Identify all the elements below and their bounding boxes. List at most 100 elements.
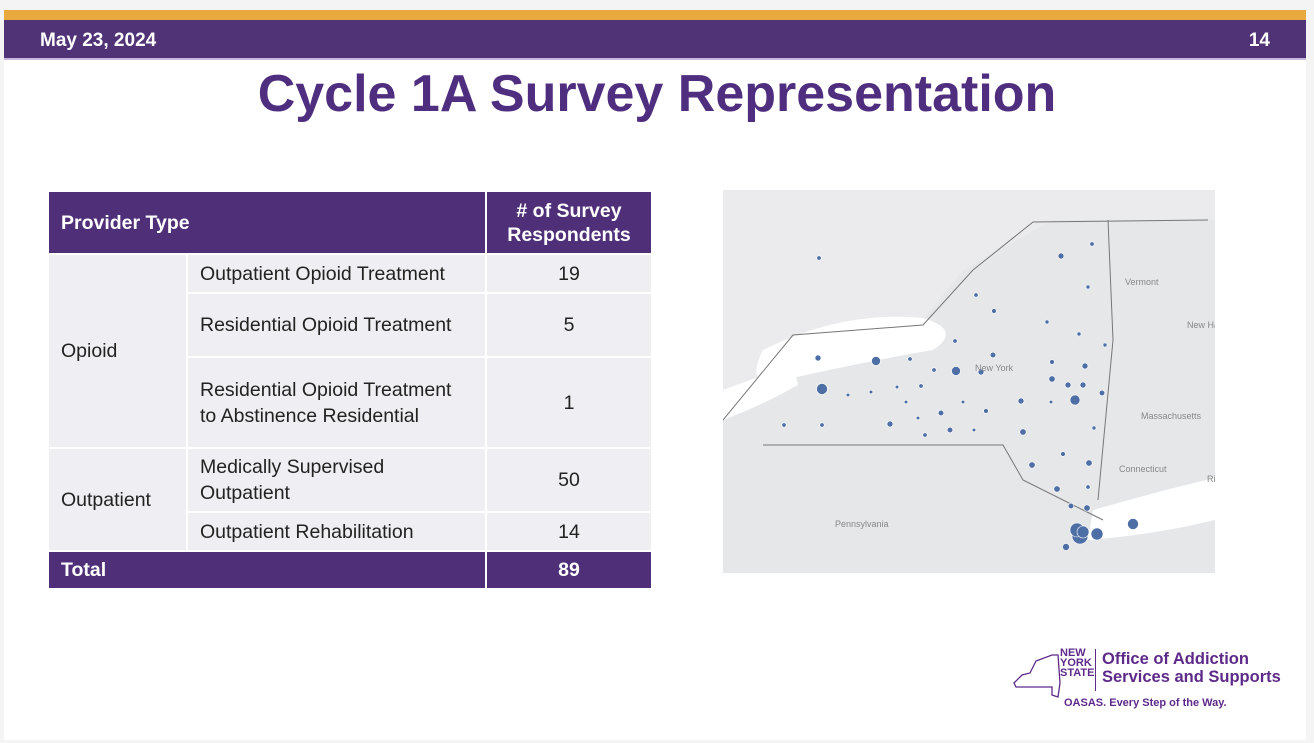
ny-state-outline-icon [1013, 654, 1061, 698]
respondent-dot [845, 392, 851, 398]
provider-type: Residential Opioid Treatment [188, 294, 485, 356]
respondent-dot [951, 366, 961, 376]
respondent-dot [894, 384, 900, 390]
header-provider-type: Provider Type [49, 192, 485, 253]
respondent-dot [922, 432, 928, 438]
total-row: Total 89 [49, 552, 651, 588]
respondents-table: Provider Type # of Survey Respondents Op… [47, 190, 653, 590]
respondent-dot [1048, 375, 1056, 383]
respondent-dot [871, 356, 881, 366]
respondent-dot [960, 399, 966, 405]
respondent-dot [819, 422, 825, 428]
respondent-dot [1102, 342, 1108, 348]
respondent-dot [1069, 394, 1081, 406]
respondent-dot [971, 427, 977, 433]
respondent-dot [1085, 459, 1093, 467]
group-label: Outpatient [49, 449, 186, 550]
provider-type: Outpatient Rehabilitation [188, 513, 485, 550]
map-label: Vermont [1125, 277, 1159, 287]
respondent-dot [1062, 543, 1070, 551]
respondent-dot [1079, 381, 1087, 389]
table-row: Outpatient Rehabilitation 14 [49, 513, 651, 550]
map-label: Ri [1207, 474, 1215, 484]
table-row: Outpatient Medically Supervised Outpatie… [49, 449, 651, 550]
respondent-dot [1017, 397, 1025, 405]
respondent-dot [1049, 359, 1055, 365]
respondent-dot [1053, 485, 1061, 493]
respondent-count: 50 [487, 449, 651, 511]
long-island-sound [1088, 478, 1215, 540]
respondent-dot [1081, 362, 1089, 370]
state-borders [723, 219, 1209, 521]
respondent-dot [1060, 451, 1066, 457]
group-label: Opioid [49, 255, 186, 447]
org-name: Office of Addiction Services and Support… [1102, 650, 1281, 686]
lake-erie [723, 365, 798, 420]
respondent-dot [1098, 389, 1106, 397]
respondent-map: Vermont New York Massachusetts Connectic… [723, 190, 1215, 573]
respondent-dot [989, 351, 997, 359]
respondent-dot [915, 415, 921, 421]
table-row: Opioid Outpatient Opioid Treatment 19 [49, 255, 651, 447]
respondent-dot [946, 426, 954, 434]
respondent-dot [952, 338, 958, 344]
map-label: Pennsylvania [835, 519, 889, 529]
respondent-dot [1090, 527, 1104, 541]
respondent-dot [1089, 241, 1095, 247]
respondent-dot [1085, 484, 1091, 490]
respondent-dot [816, 255, 822, 261]
header-respondents: # of Survey Respondents [487, 192, 651, 253]
respondent-dot [886, 420, 894, 428]
respondent-dot [977, 368, 985, 376]
header-band: May 23, 2024 14 [4, 20, 1306, 60]
respondent-dot [1019, 428, 1027, 436]
respondent-dot [931, 367, 937, 373]
respondent-dot [1057, 252, 1065, 260]
respondent-dot [1064, 381, 1072, 389]
respondent-dot [1091, 425, 1097, 431]
map-label: New York [975, 363, 1014, 373]
logo-divider [1095, 649, 1096, 691]
org-name-line1: Office of Addiction [1102, 650, 1249, 668]
nys-wordmark: NEW YORK STATE [1060, 647, 1095, 679]
respondent-dot [1085, 284, 1091, 290]
respondent-count: 5 [487, 294, 651, 356]
respondent-dot [814, 354, 822, 362]
respondent-dot [918, 383, 924, 389]
respondent-dot [991, 308, 997, 314]
respondent-dot [983, 408, 989, 414]
respondent-dot [781, 422, 787, 428]
map-label: New Hamps [1187, 320, 1215, 330]
map-label: Connecticut [1119, 464, 1167, 474]
respondent-dot [1076, 331, 1082, 337]
respondent-dots [781, 241, 1139, 551]
map-label: Massachusetts [1141, 411, 1202, 421]
respondent-dot [1044, 319, 1050, 325]
page-title: Cycle 1A Survey Representation [257, 65, 1057, 123]
respondent-count: 19 [487, 255, 651, 292]
respondent-dot [1067, 502, 1075, 510]
total-label: Total [49, 552, 485, 588]
page-number: 14 [1248, 30, 1270, 51]
respondent-count: 14 [487, 513, 651, 550]
respondent-dot [1076, 525, 1090, 539]
respondent-count: 1 [487, 358, 651, 447]
table-row: Residential Opioid Treatment to Abstinen… [49, 358, 651, 447]
respondent-dot [903, 399, 909, 405]
canada-region [723, 190, 1215, 420]
table-header-row: Provider Type # of Survey Respondents [49, 192, 651, 253]
slide-date: May 23, 2024 [40, 30, 157, 51]
respondent-dot [937, 409, 945, 417]
oasas-logo: NEW YORK STATE Office of Addiction Servi… [1008, 645, 1288, 715]
total-count: 89 [487, 552, 651, 588]
lake-ontario [756, 316, 946, 382]
respondent-dot [868, 389, 874, 395]
respondent-dot [907, 356, 913, 362]
provider-type: Residential Opioid Treatment to Abstinen… [188, 358, 485, 447]
table-row: Residential Opioid Treatment 5 [49, 294, 651, 356]
provider-type: Medically Supervised Outpatient [188, 449, 485, 511]
respondent-dot [1048, 399, 1054, 405]
respondent-dot [973, 292, 979, 298]
respondent-dot [816, 383, 828, 395]
respondent-dot [1127, 518, 1139, 530]
